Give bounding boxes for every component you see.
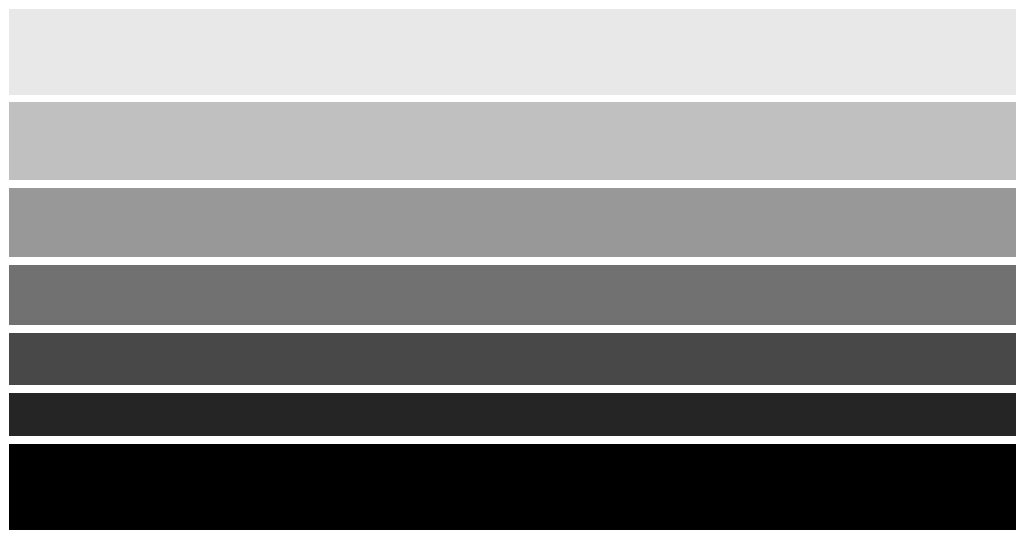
grey-swatch-band — [9, 102, 1016, 180]
grey-swatch-band — [9, 444, 1016, 530]
grey-swatch-band — [9, 333, 1016, 385]
grey-swatch-band — [9, 188, 1016, 257]
grey-swatch-band — [9, 265, 1016, 325]
grey-swatch-band — [9, 393, 1016, 436]
grey-swatch-band — [9, 9, 1016, 95]
